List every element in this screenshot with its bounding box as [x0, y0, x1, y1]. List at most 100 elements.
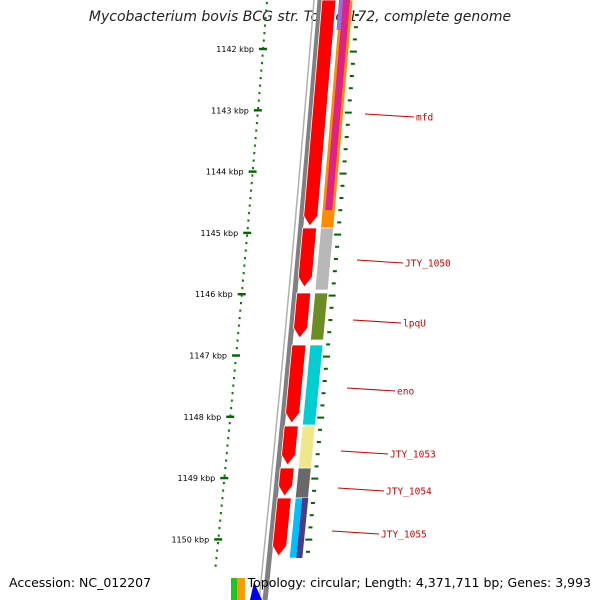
- scale-dot: [227, 429, 230, 432]
- scale-dot: [246, 234, 249, 237]
- inner-tick: [322, 355, 330, 358]
- backbone-line-inner: [258, 0, 315, 600]
- scale-dot: [263, 32, 266, 35]
- scale-dot: [265, 2, 268, 5]
- inner-tick: [318, 428, 323, 431]
- gene-label-eno: eno: [397, 387, 414, 398]
- scale-tick: [248, 170, 257, 173]
- scale-tick-label: 1146 kbp: [195, 290, 233, 299]
- scale-dot: [255, 129, 258, 132]
- inner-tick: [328, 319, 333, 321]
- scale-dot: [259, 84, 262, 87]
- scale-dot: [240, 294, 243, 297]
- scale-dot: [224, 467, 227, 470]
- scale-tick: [220, 476, 229, 480]
- scale-dot: [257, 107, 260, 110]
- inner-tick: [321, 392, 326, 395]
- inner-tick: [329, 306, 334, 309]
- inner-tick: [349, 75, 354, 77]
- inner-tick: [337, 221, 342, 224]
- inner-tick: [308, 526, 313, 529]
- inner-tick: [347, 99, 352, 102]
- feature-fragment: [237, 578, 245, 600]
- scale-dot: [253, 152, 256, 155]
- scale-dot: [223, 474, 226, 477]
- scale-dot: [231, 392, 234, 395]
- gene-block-lpqU: [310, 292, 329, 341]
- scale-tick-label: 1142 kbp: [216, 45, 254, 54]
- scale-dot: [238, 317, 241, 320]
- inner-tick: [335, 245, 340, 248]
- forward-gene-arrow: [285, 344, 307, 424]
- scale-tick-label: 1149 kbp: [178, 474, 216, 483]
- inner-tick: [353, 26, 358, 29]
- scale-dot: [218, 527, 221, 530]
- inner-tick: [320, 404, 325, 407]
- gene-block-JTY_1053: [297, 425, 316, 469]
- scale-dot: [251, 174, 254, 177]
- scale-dot: [255, 122, 258, 125]
- scale-dot: [230, 399, 233, 402]
- scale-dot: [221, 497, 224, 500]
- gene-stripe: [296, 498, 309, 558]
- inner-tick: [316, 441, 321, 443]
- inner-tick: [339, 172, 347, 175]
- gene-block-eno: [301, 344, 324, 426]
- scale-tick: [214, 538, 223, 541]
- scale-tick: [226, 415, 235, 418]
- inner-tick: [327, 331, 332, 334]
- scale-dot: [216, 549, 219, 552]
- scale-dot: [265, 9, 268, 12]
- inner-tick: [333, 258, 338, 260]
- scale-dot: [219, 512, 222, 515]
- scale-dot: [215, 557, 218, 560]
- scale-tick-label: 1143 kbp: [211, 106, 249, 115]
- scale-dot: [256, 114, 259, 117]
- scale-dot: [262, 39, 265, 42]
- label-leader-line: [331, 530, 380, 535]
- scale-tick: [232, 354, 241, 357]
- scale-dot: [246, 227, 249, 230]
- scale-dot: [252, 167, 255, 170]
- scale-dot: [252, 159, 255, 162]
- scale-tick: [237, 293, 246, 296]
- inner-tick: [328, 294, 336, 297]
- scale-dot: [239, 309, 242, 312]
- scale-dot: [247, 219, 250, 222]
- scale-dot: [249, 197, 252, 200]
- scale-dot: [237, 324, 240, 327]
- scale-dot: [227, 437, 230, 440]
- scale-dot: [235, 347, 238, 350]
- scale-tick: [253, 109, 262, 112]
- inner-tick: [343, 148, 348, 151]
- gene-label-mfd: mfd: [416, 113, 433, 124]
- scale-tick-label: 1145 kbp: [201, 229, 239, 238]
- inner-tick: [317, 416, 325, 419]
- inner-tick: [323, 367, 328, 370]
- scale-dot: [253, 144, 256, 147]
- forward-gene-arrow: [272, 497, 292, 557]
- label-leader-line: [364, 113, 415, 118]
- scale-dot: [230, 407, 233, 410]
- scale-dot: [237, 332, 240, 335]
- scale-dot: [242, 279, 245, 282]
- scale-dot: [236, 339, 239, 342]
- gene-label-lpqU: lpqU: [403, 319, 426, 330]
- feature-fragment: [250, 582, 262, 600]
- scale-dot: [264, 17, 267, 20]
- inner-tick: [344, 111, 352, 114]
- scale-dot: [258, 92, 261, 95]
- scale-dot: [245, 242, 248, 245]
- inner-tick: [348, 87, 353, 90]
- gene-stripe: [325, 0, 350, 210]
- forward-gene-arrow: [297, 227, 318, 288]
- scale-dot: [244, 257, 247, 260]
- label-leader-line: [346, 387, 396, 392]
- scale-tick-label: 1144 kbp: [206, 168, 244, 177]
- forward-gene-arrow: [281, 425, 299, 466]
- inner-tick: [314, 465, 319, 468]
- scale-dot: [226, 444, 229, 447]
- accession-text: Accession: NC_012207: [9, 575, 152, 590]
- inner-tick: [309, 514, 314, 517]
